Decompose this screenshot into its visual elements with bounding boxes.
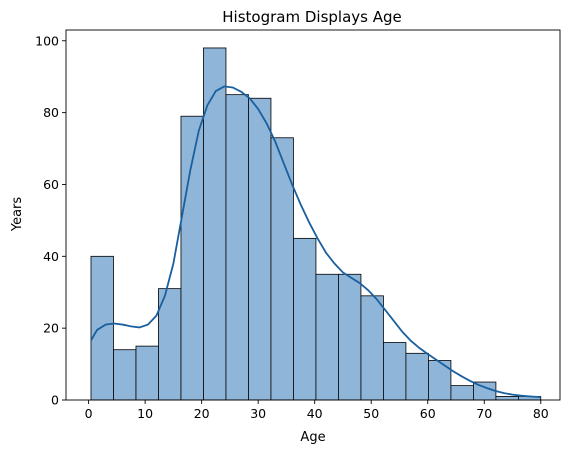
histogram-bar-15 — [405, 352, 429, 401]
histogram-bar-12 — [338, 273, 362, 401]
plot-frame — [65, 29, 561, 401]
y-axis: 0 20 40 60 80 100 — [35, 33, 66, 408]
y-axis-label: Years — [10, 197, 25, 233]
histogram-bar-7 — [225, 94, 249, 401]
y-tick-label: 60 — [43, 177, 59, 192]
x-tick-label: 0 — [85, 406, 93, 421]
x-tick-label: 20 — [194, 406, 210, 421]
histogram-bar-3 — [135, 345, 159, 401]
x-tick-label: 40 — [307, 406, 323, 421]
y-tick-label: 40 — [43, 249, 59, 264]
histogram-bar-17 — [450, 385, 474, 401]
x-tick-label: 10 — [137, 406, 153, 421]
y-tick-label: 0 — [51, 393, 59, 408]
y-tick-label: 100 — [35, 33, 59, 48]
histogram-bar-14 — [383, 342, 407, 401]
x-tick-label: 70 — [476, 406, 492, 421]
x-tick-label: 60 — [420, 406, 436, 421]
histogram-bar-1 — [90, 255, 114, 401]
histogram-bar-2 — [113, 349, 137, 401]
y-tick-label: 80 — [43, 105, 59, 120]
chart-title: Histogram Displays Age — [222, 8, 401, 26]
histogram-bar-13 — [360, 295, 384, 401]
x-tick-label: 30 — [250, 406, 266, 421]
histogram-bar-4 — [158, 288, 182, 401]
histogram-bar-11 — [315, 273, 339, 401]
x-axis-label: Age — [300, 430, 325, 445]
x-tick-label: 50 — [363, 406, 379, 421]
x-axis: 0 10 20 30 40 50 60 70 80 — [85, 400, 549, 421]
histogram-bar-8 — [248, 97, 272, 401]
histogram-bar-6 — [203, 47, 227, 401]
bars-layer — [90, 47, 542, 401]
histogram-bar-19 — [495, 396, 519, 401]
x-tick-label: 80 — [533, 406, 549, 421]
kde-curve — [90, 85, 541, 399]
histogram-bar-10 — [293, 237, 317, 401]
y-tick-label: 20 — [43, 321, 59, 336]
